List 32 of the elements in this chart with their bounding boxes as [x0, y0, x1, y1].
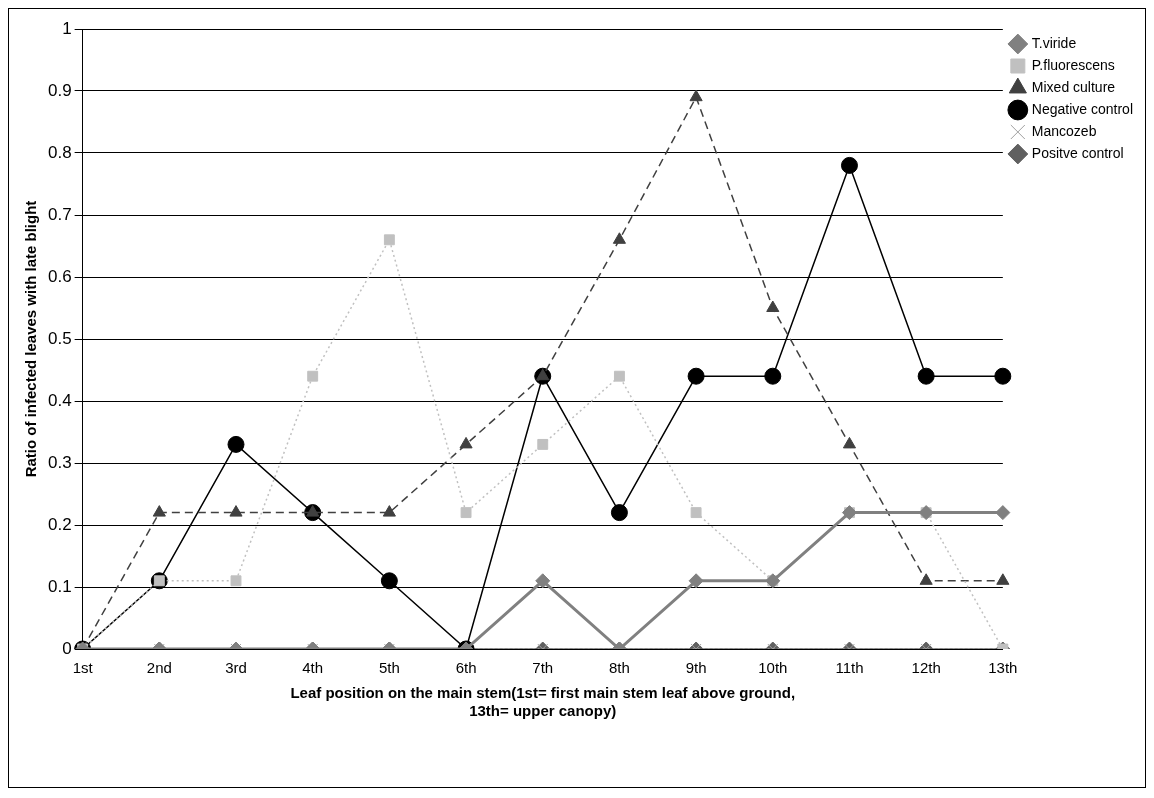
legend-label: Positve control [1031, 144, 1124, 161]
x-tick-label: 2nd [146, 659, 172, 677]
y-axis-title: Ratio of infected leaves with late blight [22, 200, 40, 478]
x-tick-label: 10th [758, 659, 788, 677]
y-tick-label: 0 [62, 638, 72, 658]
x-tick-label: 8th [608, 659, 630, 677]
y-tick-label: 0.7 [47, 204, 72, 224]
x-tick-label: 5th [378, 659, 400, 677]
x-tick-label: 11th [835, 659, 864, 677]
x-tick-label: 13th [988, 659, 1018, 677]
y-tick-label: 0.5 [47, 328, 72, 348]
x-tick-label: 1st [72, 659, 94, 677]
x-tick-label: 7th [532, 659, 554, 677]
legend-label: Mixed culture [1031, 78, 1116, 95]
legend-label: Mancozeb [1031, 122, 1097, 139]
x-tick-label: 12th [911, 659, 941, 677]
y-tick-label: 0.4 [47, 390, 72, 410]
x-axis-title: Leaf position on the main stem(1st= first main stem leaf above ground, 13th= upper canopy) [290, 684, 796, 720]
legend-label: P.fluorescens [1031, 56, 1115, 73]
y-tick-label: 1 [62, 18, 72, 38]
legend-label: T.viride [1031, 34, 1077, 51]
legend-label: Negative control [1031, 100, 1134, 117]
x-tick-label: 4th [302, 659, 324, 677]
y-tick-label: 0.2 [47, 514, 72, 534]
y-tick-label: 0.8 [47, 142, 72, 162]
x-tick-label: 6th [455, 659, 477, 677]
y-tick-label: 0.6 [47, 266, 72, 286]
x-tick-label: 9th [685, 659, 707, 677]
y-tick-label: 0.9 [47, 80, 72, 100]
y-tick-label: 0.3 [47, 452, 72, 472]
x-tick-label: 3rd [225, 659, 247, 677]
y-tick-label: 0.1 [47, 576, 72, 596]
